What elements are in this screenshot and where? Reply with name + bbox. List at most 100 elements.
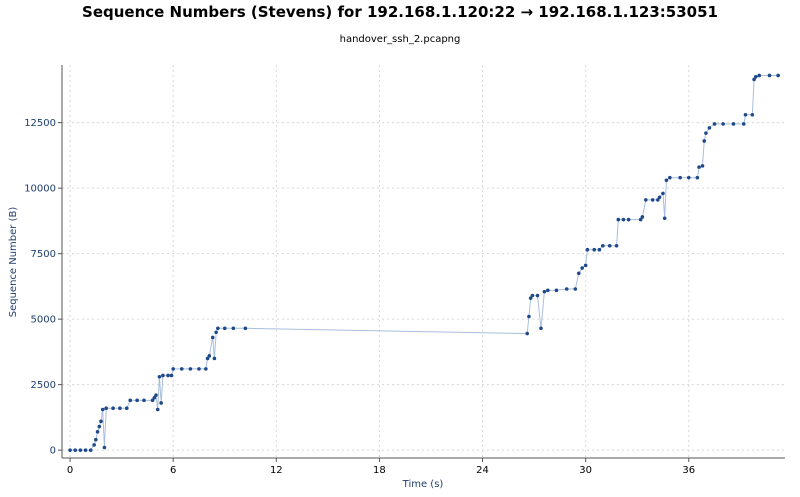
data-point [731,122,736,126]
data-point [150,398,155,403]
data-point [546,288,550,293]
data-point [621,217,626,222]
data-point [207,354,212,358]
x-tick-label: 30 [579,465,592,476]
x-tick-label: 36 [682,465,695,476]
data-point [712,122,717,126]
data-point [161,373,165,378]
data-point [94,437,98,442]
data-point [668,175,672,180]
y-tick-label: 12500 [24,118,56,129]
data-point [597,247,602,252]
data-point [124,406,129,411]
data-point [231,326,236,331]
data-point [564,287,569,291]
data-point [214,330,218,335]
data-point [111,406,115,411]
data-point [554,288,559,293]
data-point [664,178,669,183]
data-point [776,73,780,78]
data-point [530,293,535,298]
y-tick-label: 10000 [24,184,56,195]
data-point [99,419,103,424]
data-point [73,448,78,452]
x-tick-label: 0 [67,465,73,476]
data-point [573,287,578,291]
data-point [580,266,585,270]
data-point [525,331,530,336]
data-point [83,448,88,452]
data-point [92,443,96,447]
data-point [656,198,660,202]
data-point [535,293,540,298]
data-point [607,243,612,248]
data-point [78,448,83,452]
data-point [757,73,762,78]
data-point [616,217,621,222]
data-point [638,217,643,222]
data-point [97,424,102,429]
data-point [205,356,210,361]
chart-subtitle: handover_ssh_2.pcapng [340,34,461,45]
x-tick-label: 6 [170,465,176,476]
data-point [752,77,756,82]
data-point [243,326,248,331]
data-point [157,374,162,379]
data-point [614,243,619,248]
data-point [662,216,667,221]
data-point [154,393,158,397]
data-point [102,445,107,450]
data-point [197,367,201,371]
data-point [527,314,531,319]
data-point [753,74,758,79]
data-point [576,271,581,276]
data-point [100,407,105,412]
data-point [135,398,139,403]
data-point [743,112,748,117]
y-tick-label: 7500 [31,249,56,260]
data-point [767,73,772,78]
chart-title: Sequence Numbers (Stevens) for 192.168.1… [82,3,718,21]
data-point [152,395,157,400]
x-tick-label: 24 [476,465,489,476]
data-point [601,243,605,248]
data-point [204,367,208,371]
data-point [697,165,701,169]
data-point [686,175,691,180]
y-tick-label: 2500 [31,380,56,391]
data-point [95,430,100,434]
y-axis-label: Sequence Number (B) [8,207,19,318]
data-point [700,164,705,168]
data-point [592,247,597,252]
data-point [640,215,645,219]
data-point [104,406,108,411]
data-point [142,398,146,403]
data-point [585,247,590,252]
data-point [118,406,122,411]
data-point [68,448,72,452]
data-point [159,401,163,405]
y-tick-label: 5000 [31,315,56,326]
data-point [741,122,746,126]
data-point [88,448,93,452]
data-line [70,75,779,451]
data-point [661,191,665,196]
data-point [626,217,631,222]
data-point [528,296,533,300]
data-point [707,126,712,130]
data-point [650,198,655,202]
data-point [695,175,700,180]
data-point [212,356,217,361]
data-point [643,198,648,202]
data-point [539,326,543,331]
data-point [171,367,175,371]
data-point [216,326,220,331]
y-tick-label: 0 [50,446,56,457]
data-point [188,367,193,371]
data-point [179,367,184,371]
data-point [721,122,725,126]
data-point [704,131,708,135]
data-point [222,326,227,331]
data-point [542,289,547,294]
